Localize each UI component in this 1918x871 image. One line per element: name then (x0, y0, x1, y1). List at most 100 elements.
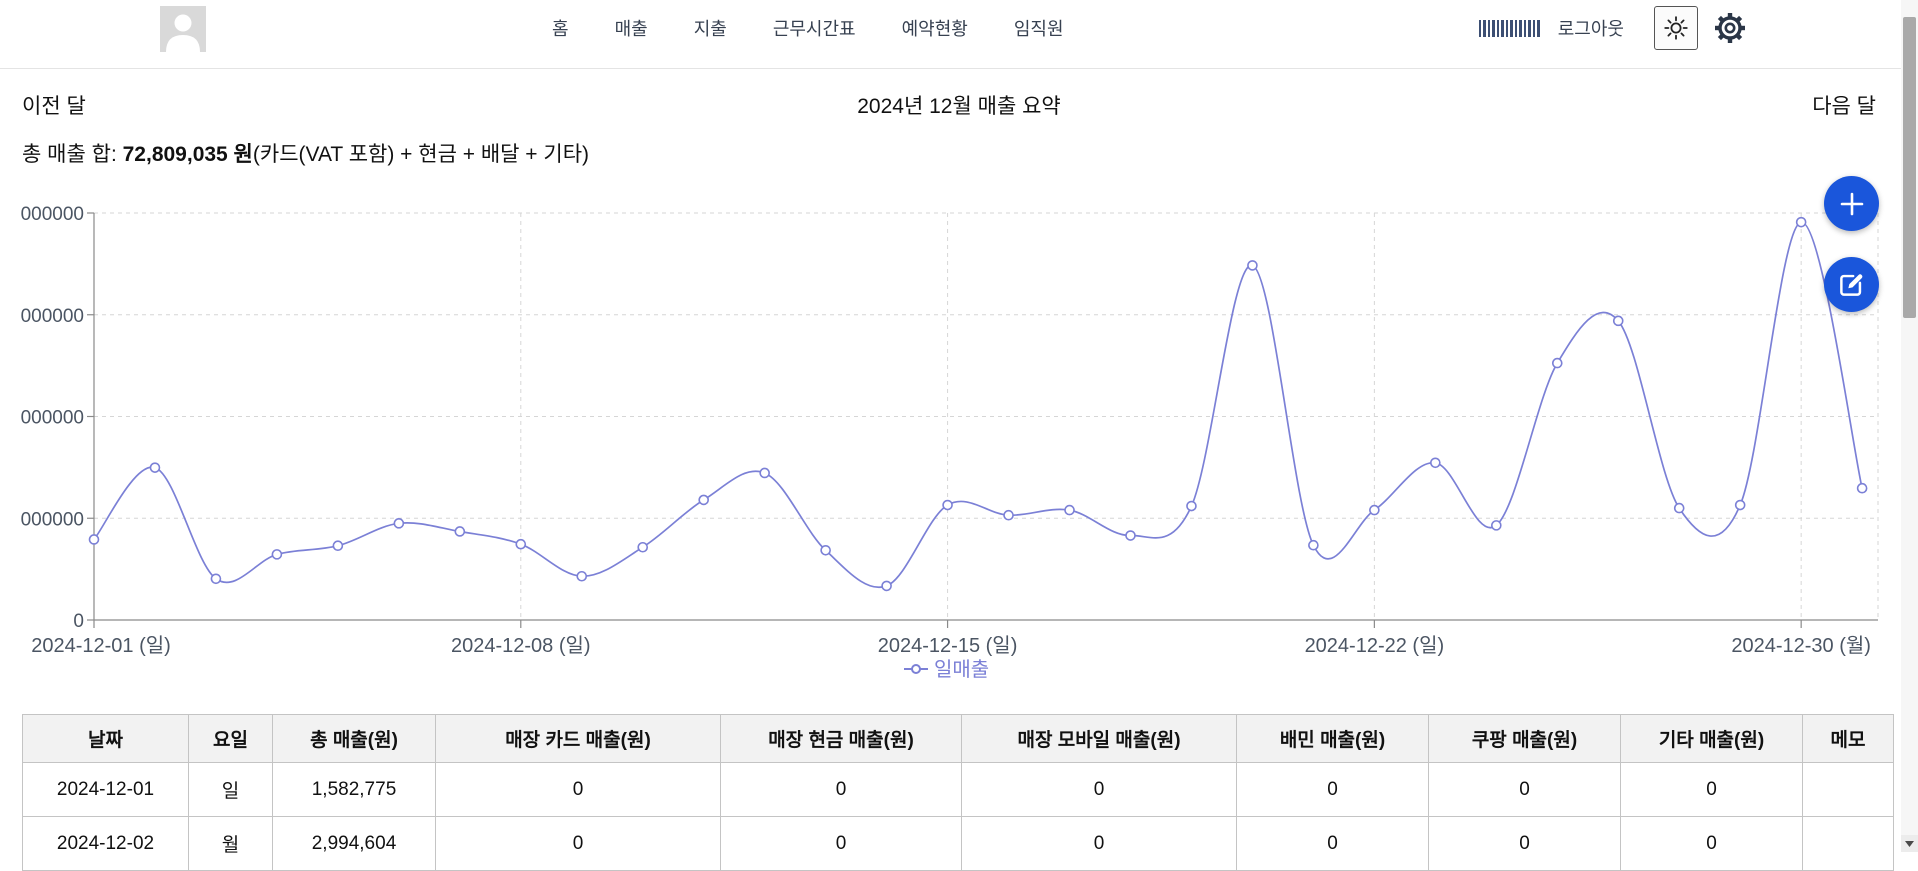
y-axis-tick-label: 000000 (21, 306, 84, 327)
table-cell: 0 (1428, 816, 1621, 871)
data-point (454, 526, 466, 537)
edit-button[interactable] (1824, 257, 1879, 312)
data-point (698, 494, 710, 506)
logout-button[interactable]: 로그아웃 (1557, 19, 1624, 39)
table-row: 2024-12-02 월 2,994,604 0 0 0 0 0 0 (22, 816, 1894, 871)
data-point (1734, 499, 1746, 511)
table-cell: 월 (188, 816, 273, 871)
table-header-cell: 매장 모바일 매출(원) (961, 714, 1237, 763)
table-header-cell: 요일 (188, 714, 273, 763)
data-point (515, 538, 527, 550)
data-point (332, 540, 344, 552)
add-button[interactable] (1824, 176, 1879, 231)
table-cell: 0 (1620, 762, 1803, 817)
table-cell: 0 (961, 762, 1237, 817)
nav-item-reservations[interactable]: 예약현황 (901, 19, 968, 39)
pencil-square-icon (1840, 274, 1863, 296)
data-point (393, 518, 405, 529)
table-body: 2024-12-01 일 1,582,775 0 0 0 0 0 0 2024-12-02 월 2,9… (22, 762, 1894, 871)
table-cell: 0 (435, 762, 721, 817)
page-title: 2024년 12월 매출 요약 (857, 95, 1061, 118)
y-axis-tick-label: 0 (73, 611, 84, 632)
x-axis-tick-label: 2024-12-15 (일) (878, 634, 1018, 657)
settings-button[interactable] (1712, 10, 1748, 46)
x-axis-tick-label: 2024-12-01 (일) (31, 634, 171, 657)
table-header-cell: 배민 매출(원) (1236, 714, 1429, 763)
table-cell: 일 (188, 762, 273, 817)
data-point (1308, 539, 1319, 551)
total-sales-suffix: (카드(VAT 포함) + 현금 + 배달 + 기타) (252, 143, 590, 166)
data-point (1856, 482, 1868, 494)
table-header-cell: 기타 매출(원) (1620, 714, 1803, 763)
data-point (271, 549, 283, 560)
vertical-scrollbar[interactable] (1901, 0, 1918, 852)
light-mode-toggle-button[interactable] (1654, 6, 1698, 50)
data-point (759, 467, 770, 479)
data-point (1369, 504, 1380, 516)
table-cell: 0 (435, 816, 721, 871)
table-cell (1802, 762, 1894, 817)
scrollbar-down-arrow[interactable] (1901, 835, 1918, 852)
table-cell: 0 (1620, 816, 1803, 871)
nav-item-expenses[interactable]: 지출 (693, 19, 727, 39)
scrollbar-thumb[interactable] (1903, 17, 1916, 318)
nav-item-schedule[interactable]: 근무시간표 (772, 19, 856, 39)
table-cell: 0 (720, 762, 962, 817)
table-header-cell: 총 매출(원) (272, 714, 436, 763)
table-cell (1802, 816, 1894, 871)
header-right-cluster: 로그아웃 (1478, 0, 1748, 56)
data-point (1247, 260, 1258, 271)
chart-legend[interactable]: 일매출 (904, 658, 989, 681)
data-point (1795, 216, 1807, 228)
nav-item-sales[interactable]: 매출 (614, 19, 648, 39)
data-point (210, 573, 222, 585)
y-axis-tick-label: 000000 (21, 408, 84, 429)
table-cell: 0 (1236, 816, 1429, 871)
nav-item-staff[interactable]: 임직원 (1013, 19, 1064, 39)
daily-sales-table: 날짜 요일 총 매출(원) 매장 카드 매출(원) 매장 현금 매출(원) 매장 모바일 … (22, 714, 1894, 871)
avatar[interactable] (160, 6, 206, 52)
total-sales-prefix: 총 매출 합: (22, 143, 123, 166)
y-axis-tick-label: 000000 (21, 204, 84, 225)
data-point (149, 462, 161, 473)
table-header-cell: 매장 카드 매출(원) (435, 714, 721, 763)
table-header-cell: 매장 현금 매출(원) (720, 714, 962, 763)
x-axis-tick-label: 2024-12-30 (월) (1731, 634, 1871, 657)
next-month-button[interactable]: 다음 달 (1812, 95, 1876, 118)
table-header-cell: 메모 (1802, 714, 1894, 763)
data-point (942, 499, 953, 511)
data-point (1125, 530, 1136, 541)
data-point (1064, 504, 1075, 516)
y-axis-tick-label: 000000 (21, 509, 84, 530)
data-point (637, 541, 649, 553)
data-point (820, 545, 831, 556)
table-cell: 0 (1428, 762, 1621, 817)
prev-month-button[interactable]: 이전 달 (22, 95, 86, 118)
table-header-cell: 쿠팡 매출(원) (1428, 714, 1621, 763)
data-point (1186, 500, 1197, 512)
month-navigation-row: 이전 달 2024년 12월 매출 요약 다음 달 (0, 88, 1918, 122)
top-navigation-bar: 홈 매출 지출 근무시간표 예약현황 임직원 로그아웃 (0, 0, 1918, 69)
main-nav: 홈 매출 지출 근무시간표 예약현황 임직원 (552, 0, 1064, 56)
data-point (1491, 520, 1502, 531)
table-header-row: 날짜 요일 총 매출(원) 매장 카드 매출(원) 매장 현금 매출(원) 매장 모바일 … (22, 714, 1894, 763)
table-cell: 0 (961, 816, 1237, 871)
legend-label: 일매출 (934, 658, 989, 681)
triangle-down-icon (1905, 840, 1914, 847)
table-cell: 1,582,775 (272, 762, 436, 817)
nav-item-home[interactable]: 홈 (552, 19, 569, 39)
x-axis-tick-label: 2024-12-08 (일) (451, 634, 591, 657)
data-point (88, 534, 100, 545)
data-point (1612, 315, 1624, 327)
barcode-icon (1478, 19, 1540, 37)
x-axis-tick-label: 2024-12-22 (일) (1305, 634, 1445, 657)
total-sales-summary: 총 매출 합: 72,809,035 원(카드(VAT 포함) + 현금 + 배… (22, 138, 589, 168)
data-point (1003, 509, 1014, 521)
data-point (1551, 357, 1563, 369)
table-cell: 2024-12-02 (22, 816, 189, 871)
data-point (881, 580, 892, 592)
sun-icon (1664, 16, 1688, 40)
table-header-cell: 날짜 (22, 714, 189, 763)
table-cell: 2024-12-01 (22, 762, 189, 817)
